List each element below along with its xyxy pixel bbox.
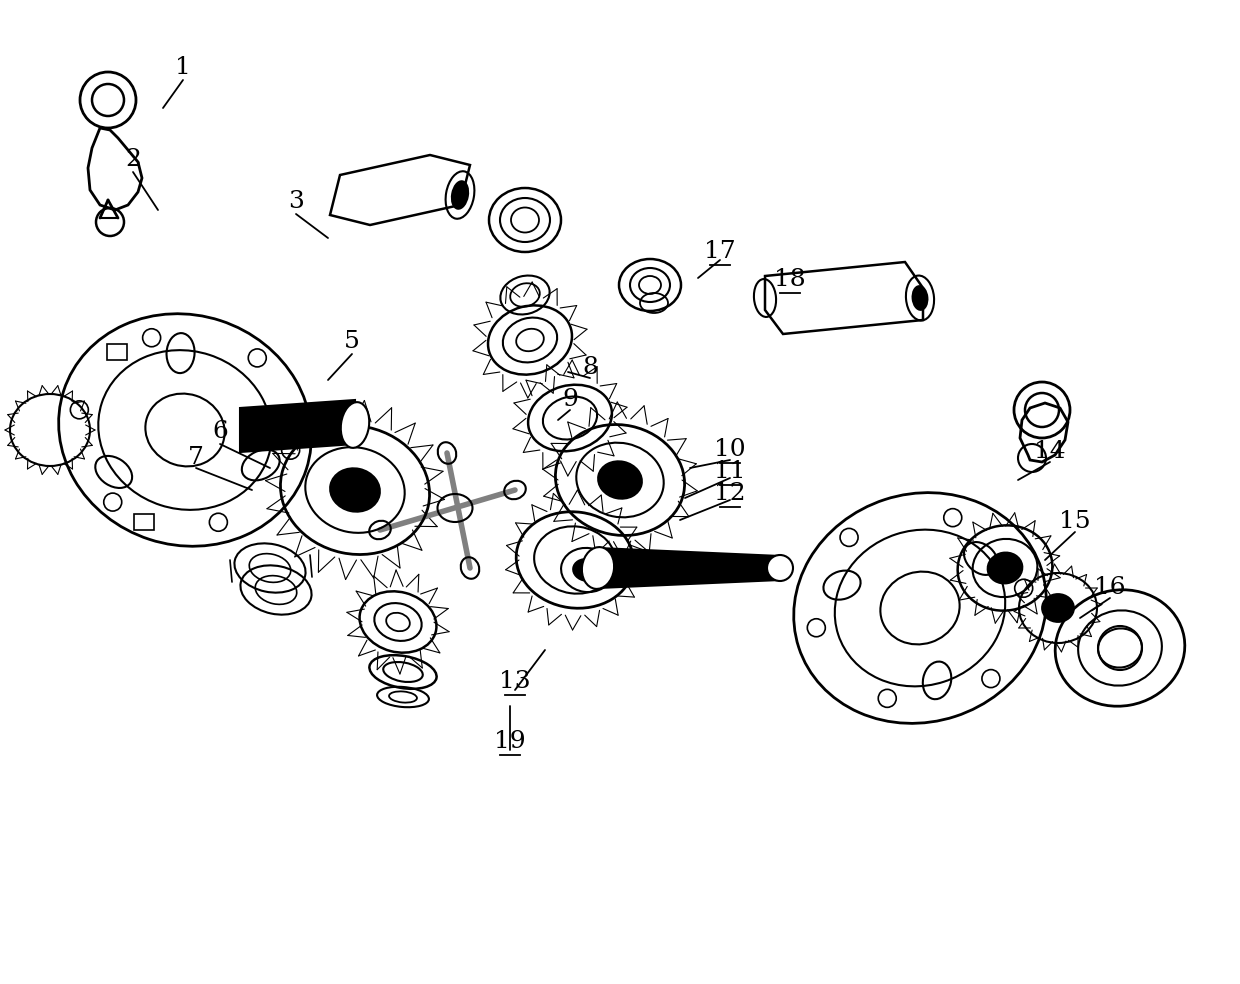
Text: 18: 18 bbox=[774, 269, 806, 291]
Text: 19: 19 bbox=[495, 730, 526, 754]
Ellipse shape bbox=[341, 402, 370, 448]
Ellipse shape bbox=[913, 286, 928, 310]
Ellipse shape bbox=[598, 461, 642, 499]
Text: 6: 6 bbox=[212, 420, 228, 444]
Text: 10: 10 bbox=[714, 439, 745, 461]
Text: 5: 5 bbox=[343, 331, 360, 353]
Text: 14: 14 bbox=[1034, 441, 1066, 463]
Text: 8: 8 bbox=[582, 356, 598, 380]
Text: 2: 2 bbox=[125, 149, 141, 171]
Polygon shape bbox=[330, 155, 470, 225]
Ellipse shape bbox=[987, 552, 1023, 584]
Text: 12: 12 bbox=[714, 482, 745, 506]
Text: 16: 16 bbox=[1094, 577, 1126, 599]
Text: 1: 1 bbox=[175, 56, 191, 80]
Ellipse shape bbox=[1042, 594, 1074, 622]
Text: 15: 15 bbox=[1059, 511, 1091, 533]
Text: 9: 9 bbox=[562, 389, 578, 411]
Ellipse shape bbox=[573, 559, 601, 582]
Ellipse shape bbox=[582, 547, 614, 588]
Text: 7: 7 bbox=[188, 447, 203, 469]
Text: 3: 3 bbox=[288, 191, 304, 214]
Polygon shape bbox=[598, 548, 780, 588]
Text: 11: 11 bbox=[714, 461, 745, 483]
Text: 13: 13 bbox=[500, 670, 531, 694]
Ellipse shape bbox=[330, 468, 379, 512]
Text: 17: 17 bbox=[704, 240, 735, 264]
Polygon shape bbox=[241, 400, 355, 452]
Polygon shape bbox=[765, 262, 923, 334]
Ellipse shape bbox=[451, 181, 469, 209]
Ellipse shape bbox=[768, 555, 794, 581]
